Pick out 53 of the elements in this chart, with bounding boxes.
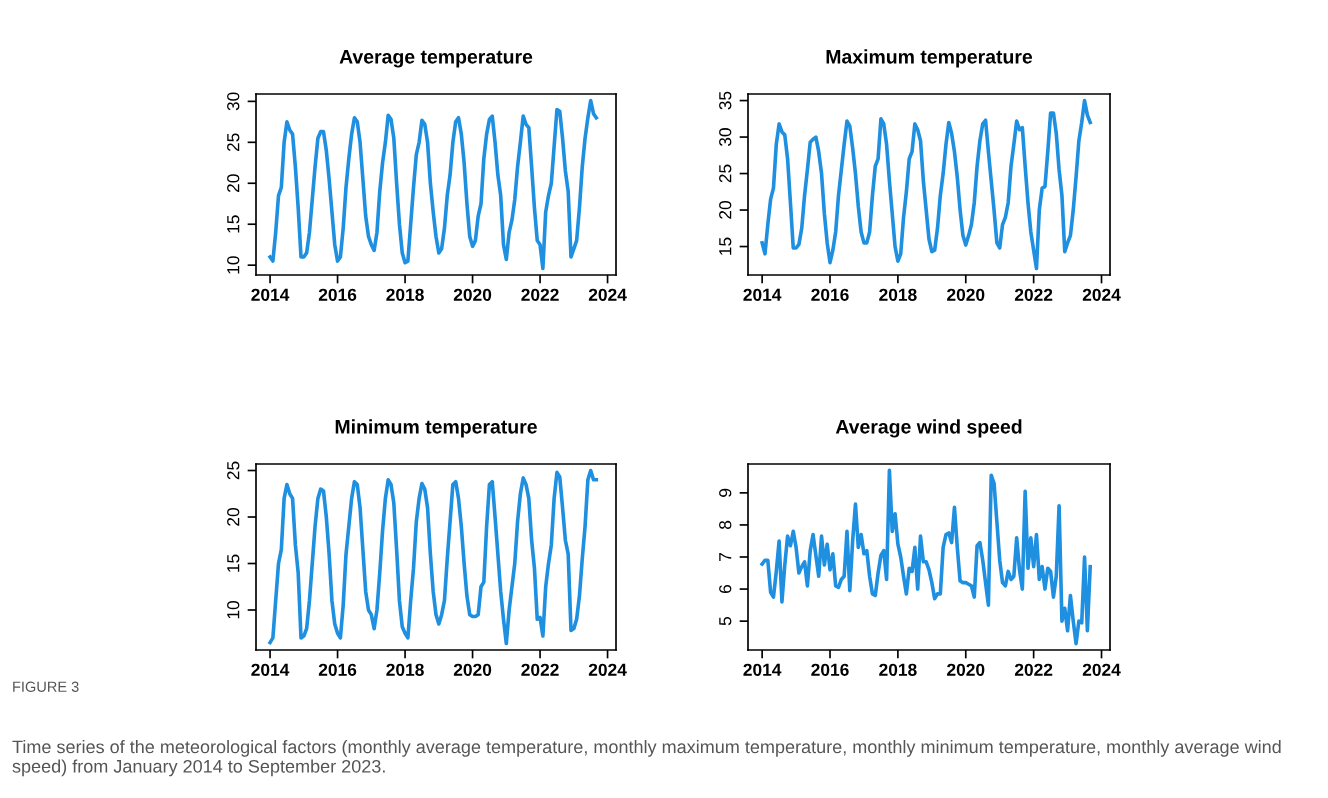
x-tick-label: 2024 (588, 663, 627, 676)
y-tick-label: 5 (719, 617, 732, 626)
y-tick-label: 15 (227, 215, 240, 233)
y-tick-label: 20 (227, 508, 240, 526)
caption: FIGURE 3 (13, 681, 79, 692)
y-tick-label: 30 (227, 92, 240, 111)
y-tick-label: 9 (719, 488, 732, 497)
y-tick-label: 10 (227, 601, 240, 619)
y-tick-label: 15 (227, 554, 240, 572)
x-tick-label: 2024 (1082, 288, 1121, 301)
x-tick-label: 2018 (879, 663, 917, 676)
x-tick-label: 2014 (743, 288, 782, 301)
x-tick-label: 2022 (1014, 288, 1053, 301)
x-tick-label: 2016 (318, 288, 357, 301)
y-tick-label: 35 (719, 91, 732, 110)
x-tick-label: 2016 (811, 663, 849, 676)
x-tick-label: 2024 (588, 288, 627, 301)
y-tick-label: 25 (227, 133, 240, 152)
y-tick-label: 25 (227, 461, 240, 480)
x-tick-label: 2020 (453, 663, 492, 676)
line-series (760, 468, 1093, 646)
y-tick-label: 20 (719, 201, 732, 219)
x-tick-label: 2022 (1014, 663, 1053, 676)
chart-title: Minimum temperature (335, 419, 537, 438)
line-series (268, 468, 599, 646)
x-tick-label: 2018 (879, 288, 917, 301)
chart-title: Average temperature (339, 50, 533, 68)
chart-title: Average wind speed (835, 419, 1022, 438)
x-tick-label: 2024 (1082, 663, 1121, 676)
line-series (268, 98, 599, 271)
x-tick-label: 2020 (947, 663, 985, 676)
x-tick-label: 2018 (386, 663, 424, 676)
chart-title: Maximum temperature (826, 49, 1033, 68)
y-tick-label: 6 (719, 585, 732, 594)
x-tick-label: 2020 (453, 288, 492, 301)
x-tick-label: 2016 (811, 288, 849, 301)
x-tick-label: 2014 (743, 663, 782, 676)
y-tick-label: 8 (719, 520, 732, 529)
y-tick-label: 20 (227, 174, 240, 193)
x-tick-label: 2022 (521, 663, 559, 676)
x-tick-label: 2020 (947, 288, 985, 301)
x-tick-label: 2018 (386, 288, 424, 301)
y-tick-label: 7 (719, 553, 732, 561)
y-tick-label: 30 (719, 128, 732, 147)
x-tick-label: 2014 (251, 288, 290, 301)
y-tick-label: 10 (227, 256, 240, 274)
y-tick-label: 25 (719, 164, 732, 183)
x-tick-label: 2016 (318, 663, 357, 676)
line-series (760, 98, 1093, 271)
y-tick-label: 15 (719, 237, 732, 255)
x-tick-label: 2014 (251, 663, 290, 676)
text: Time series of the meteorological factors (monthly average temperature, monthly maximum temperature, monthly minimum temperature, monthly average wind speed) from January 2014 to September 2023. (12, 740, 1281, 777)
x-tick-label: 2022 (521, 288, 559, 301)
